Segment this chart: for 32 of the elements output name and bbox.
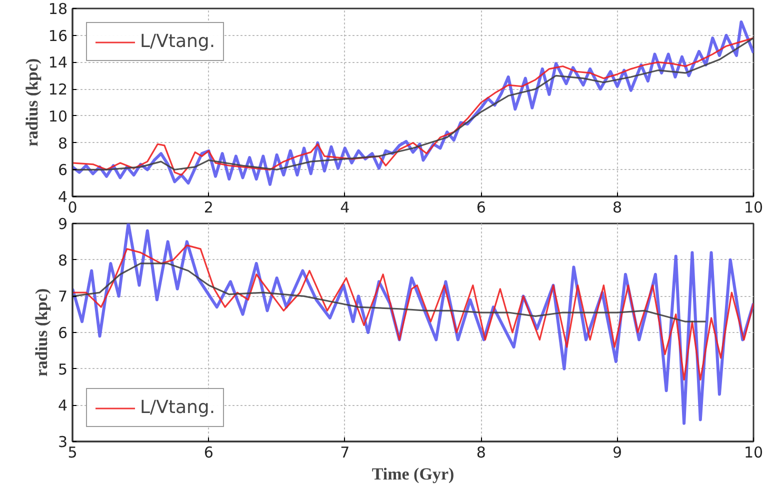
x-tick-label: 8 (476, 444, 486, 462)
x-tick-label: 10 (744, 444, 764, 462)
x-tick-label: 10 (744, 198, 764, 216)
line-series (72, 244, 754, 381)
y-tick-label: 6 (58, 324, 68, 342)
y-axis-title: radius (kpc) (22, 58, 42, 147)
y-tick-label: 7 (58, 288, 68, 306)
y-tick-label: 18 (48, 0, 68, 18)
y-tick-label: 9 (58, 215, 68, 233)
y-tick-label: 4 (58, 396, 68, 415)
x-tick-label: 0 (68, 198, 78, 216)
x-tick-label: 2 (204, 198, 214, 216)
x-tick-label: 6 (204, 444, 214, 462)
line-series (72, 262, 707, 322)
legend-label: L/Vtang. (140, 31, 216, 52)
y-tick-label: 10 (48, 107, 68, 126)
y-tick-label: 16 (48, 26, 68, 45)
x-axis-title: Time (Gyr) (372, 464, 454, 484)
x-tick-label: 9 (612, 444, 622, 462)
x-tick-label: 6 (476, 198, 486, 216)
y-tick-label: 8 (58, 251, 68, 270)
x-tick-label: 4 (340, 198, 350, 216)
y-tick-label: 14 (48, 54, 68, 72)
legend-label: L/Vtang. (140, 397, 216, 418)
y-tick-label: 5 (58, 360, 68, 378)
y-tick-label: 6 (58, 161, 68, 180)
y-axis-title: radius (kpc) (32, 288, 51, 377)
y-tick-label: 8 (58, 134, 68, 152)
x-tick-label: 8 (612, 198, 622, 216)
y-tick-label: 12 (48, 80, 68, 99)
x-tick-label: 7 (340, 444, 350, 462)
y-tick-label: 3 (58, 433, 68, 451)
